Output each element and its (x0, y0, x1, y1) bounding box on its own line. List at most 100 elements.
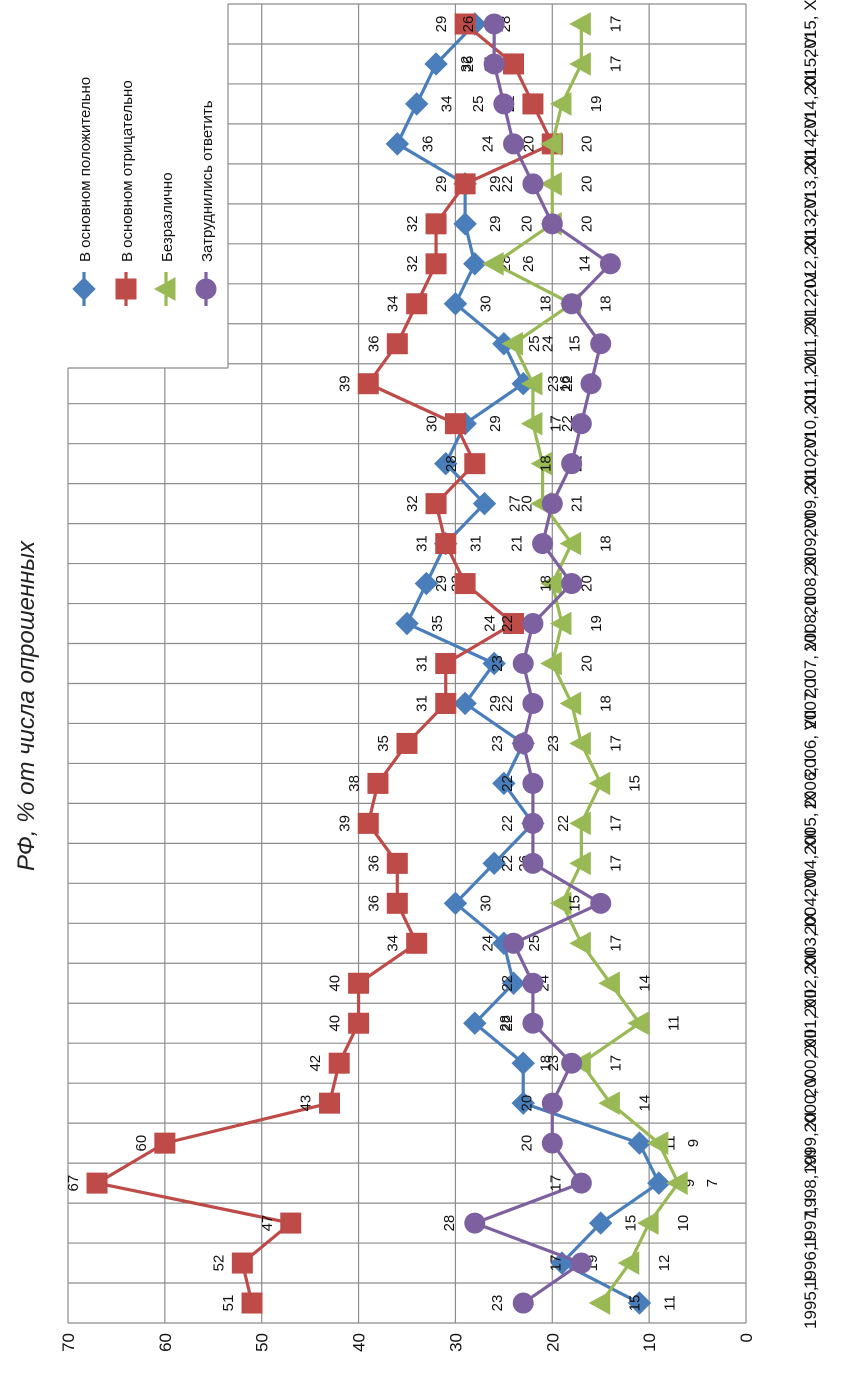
data-label: 31 (468, 535, 485, 552)
marker-square (435, 653, 457, 674)
data-label: 11 (661, 1295, 678, 1311)
marker-circle (561, 1052, 583, 1074)
marker-circle (590, 892, 612, 914)
marker-square (386, 892, 408, 914)
data-label: 18 (598, 695, 615, 712)
marker-square (154, 1132, 176, 1154)
marker-square (503, 53, 525, 75)
marker-diamond (453, 212, 477, 236)
marker-triangle (153, 277, 176, 301)
data-label: 24 (540, 335, 557, 352)
marker-triangle (549, 891, 572, 916)
legend-label: В основном отрицательно (119, 80, 136, 262)
data-label: 22 (499, 1015, 516, 1032)
data-label: 26 (460, 56, 477, 73)
data-label: 17 (607, 56, 624, 73)
data-label: 15 (623, 1215, 640, 1232)
marker-circle (512, 732, 534, 754)
data-label: 29 (487, 215, 504, 232)
data-label: 26 (520, 255, 537, 272)
series-4: 2317281720201822222415222222232223221821… (441, 13, 621, 1314)
legend-item-2: В основном отрицательно (115, 80, 137, 306)
data-label: 9 (685, 1139, 702, 1147)
category-label: 1995, I (801, 1277, 820, 1329)
data-label: 29 (433, 176, 450, 193)
marker-circle (522, 692, 544, 714)
category-label: 2004, XII (801, 829, 820, 897)
category-label: 2003, IX (801, 912, 820, 975)
data-label: 17 (607, 735, 624, 752)
data-label: 32 (404, 255, 421, 272)
data-label: 22 (559, 415, 576, 432)
category-label: 2005, IX (801, 792, 820, 855)
marker-square (386, 333, 408, 355)
marker-triangle (646, 1131, 669, 1155)
value-tick-label: 60 (156, 1333, 175, 1352)
marker-diamond (443, 292, 468, 316)
data-label: 17 (607, 16, 624, 33)
data-label: 36 (419, 136, 436, 153)
marker-triangle (598, 971, 620, 996)
marker-square (241, 1292, 263, 1314)
data-label: 20 (578, 176, 595, 193)
legend-item-3: Безразлично (153, 172, 176, 306)
marker-circle (522, 772, 544, 794)
marker-diamond (443, 891, 468, 916)
data-label: 15 (627, 1295, 644, 1312)
marker-triangle (520, 411, 543, 436)
marker-triangle (637, 1211, 659, 1235)
data-label: 17 (607, 855, 624, 872)
marker-triangle (569, 731, 591, 756)
marker-diamond (414, 571, 439, 596)
data-label: 21 (569, 495, 586, 512)
data-label: 22 (499, 855, 516, 872)
chart-subtitle: РФ, % от числа опрошенных (13, 540, 40, 871)
data-label: 23 (545, 375, 562, 392)
marker-diamond (627, 1291, 652, 1315)
data-label: 40 (327, 1015, 344, 1032)
marker-diamond (395, 611, 419, 636)
marker-triangle (666, 1171, 688, 1195)
marker-circle (522, 852, 544, 874)
marker-triangle (569, 851, 591, 876)
data-label: 34 (385, 935, 402, 952)
data-label: 38 (346, 775, 363, 792)
data-label: 12 (656, 1255, 673, 1272)
category-label: 2006, VII (801, 709, 820, 777)
data-label: 36 (365, 895, 382, 912)
marker-circle (541, 1132, 563, 1154)
data-label: 20 (578, 136, 595, 153)
marker-diamond (492, 771, 516, 796)
marker-triangle (569, 52, 591, 76)
marker-triangle (617, 1251, 640, 1275)
category-label: 1996, I (801, 1237, 820, 1289)
data-label: 35 (375, 735, 392, 752)
category-label: 2008, XI (801, 552, 820, 615)
marker-square (231, 1252, 253, 1274)
category-label: 2009, VI (801, 512, 820, 575)
marker-circle (561, 293, 583, 315)
category-label: 2014, XII (801, 70, 820, 138)
marker-circle (503, 133, 525, 155)
data-label: 17 (607, 935, 624, 952)
data-label: 39 (336, 375, 353, 392)
data-label: 22 (559, 375, 576, 392)
marker-diamond (434, 451, 458, 476)
marker-square (348, 1012, 370, 1034)
marker-triangle (588, 1291, 611, 1315)
marker-diamond (72, 277, 96, 301)
marker-diamond (482, 851, 506, 876)
series-2: 51 52 47 67 60 43 42 40 40 34 36 36 39 38 35 31 31 24 29 31… (65, 13, 563, 1314)
marker-square (464, 453, 486, 475)
marker-square (328, 1052, 350, 1074)
marker-square (357, 373, 379, 395)
data-label: 14 (576, 255, 593, 272)
marker-circle (493, 93, 515, 115)
value-tick-label: 30 (446, 1333, 465, 1352)
category-label: 2011, VI (801, 353, 820, 415)
data-label: 17 (547, 1255, 564, 1272)
marker-triangle (520, 371, 543, 396)
data-label: 40 (327, 975, 344, 992)
category-label: 2015, VI (801, 32, 820, 95)
